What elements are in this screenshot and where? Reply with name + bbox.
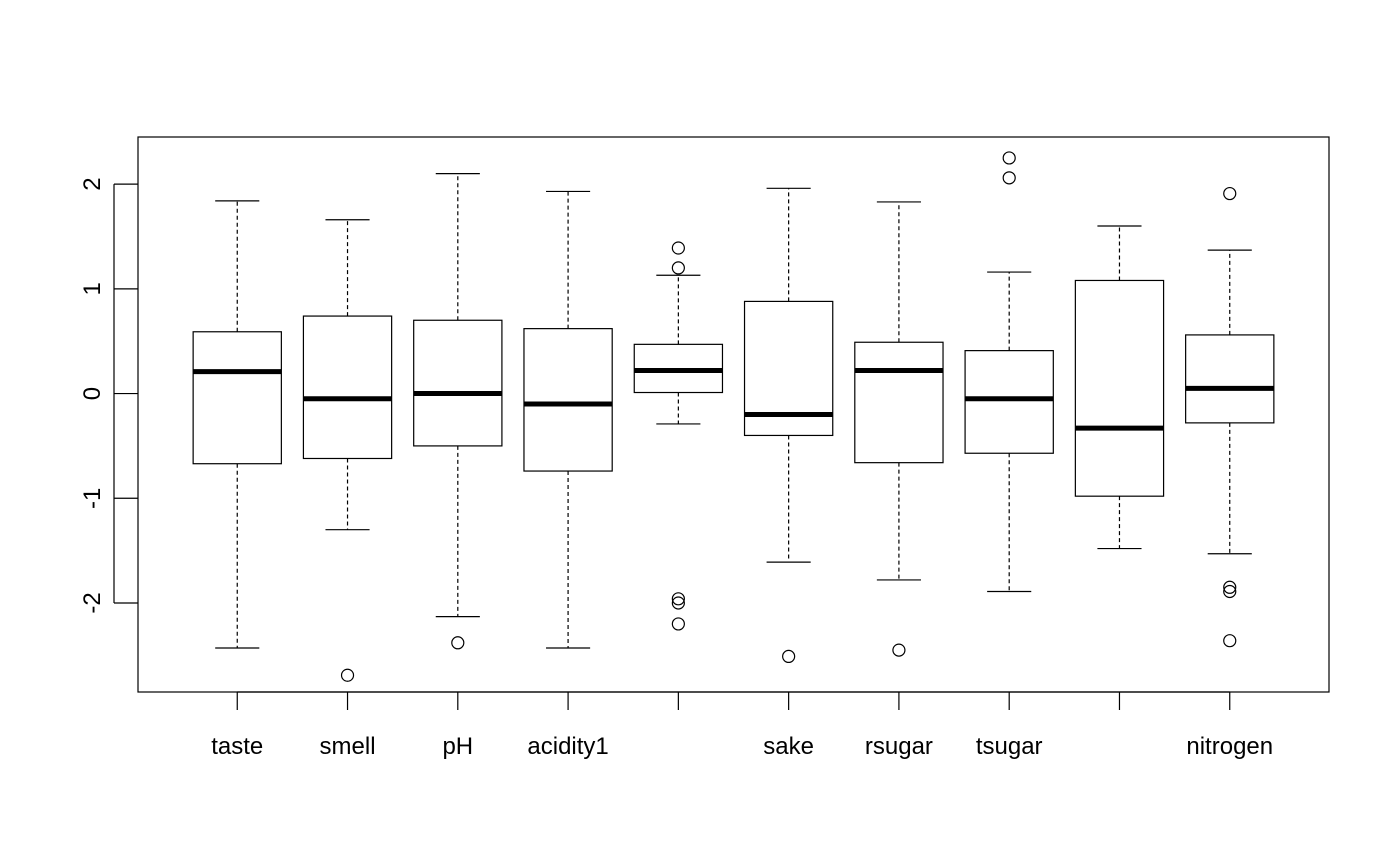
outlier-point: [1002, 151, 1016, 165]
x-tick-label: tsugar: [976, 733, 1043, 760]
outlier-point: [671, 617, 685, 631]
outlier-point: [1002, 171, 1016, 185]
outlier-point: [782, 649, 796, 663]
outlier-point: [671, 592, 685, 606]
x-tick-label: nitrogen: [1186, 733, 1273, 760]
boxes-group: [192, 151, 1275, 682]
box-group: [1185, 186, 1275, 648]
box-group: [192, 200, 282, 649]
iqr-box: [964, 350, 1054, 454]
iqr-box: [302, 315, 393, 460]
iqr-box: [854, 341, 944, 464]
x-tick-label: pH: [442, 733, 473, 760]
iqr-box: [1074, 279, 1165, 497]
x-axis: taste smell pH acidity1 sake rsugar tsugar nitr…: [211, 691, 1273, 760]
y-tick-label: 2: [79, 177, 106, 190]
outlier-point: [892, 643, 906, 657]
box-group: [1074, 225, 1165, 550]
box-group: [413, 173, 503, 650]
iqr-box: [1185, 334, 1275, 424]
y-tick-label: 1: [79, 282, 106, 295]
x-tick-label: sake: [763, 733, 814, 760]
outlier-point: [451, 636, 465, 650]
y-tick-label: 0: [79, 387, 106, 400]
box-group: [854, 201, 944, 657]
outlier-point: [671, 241, 685, 255]
iqr-box: [192, 331, 282, 465]
box-group: [743, 187, 834, 663]
x-tick-label: rsugar: [865, 733, 933, 760]
y-axis: -2 -1 0 1 2: [79, 177, 138, 614]
outlier-point: [1223, 584, 1237, 599]
iqr-box: [413, 319, 503, 447]
iqr-box: [523, 328, 613, 472]
y-tick-label: -1: [79, 488, 106, 509]
x-tick-label: acidity1: [527, 733, 608, 760]
outlier-point: [1223, 580, 1237, 594]
outlier-point: [671, 261, 685, 275]
outlier-point: [1223, 634, 1237, 648]
x-tick-label: smell: [320, 733, 376, 760]
box-group: [523, 190, 613, 649]
y-tick-label: -2: [79, 592, 106, 613]
box-group: [302, 219, 393, 682]
box-group: [964, 151, 1054, 593]
outlier-point: [671, 596, 685, 610]
outlier-point: [1223, 186, 1237, 201]
x-tick-label: taste: [211, 733, 263, 760]
outlier-point: [340, 668, 355, 682]
box-group: [633, 241, 724, 631]
